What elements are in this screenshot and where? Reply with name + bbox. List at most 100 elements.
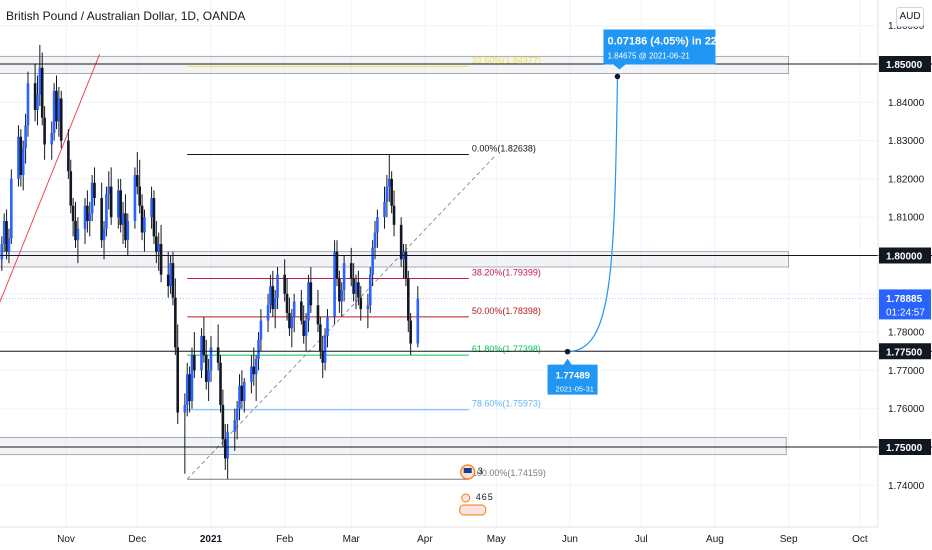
candle-body: [74, 221, 77, 241]
event-count-icon[interactable]: 6: [482, 492, 487, 502]
candle-body: [171, 263, 175, 298]
candle-body: [119, 190, 122, 225]
candle-body: [233, 420, 237, 432]
candle-body: [373, 232, 377, 248]
candle-body: [107, 186, 111, 195]
candle-body: [33, 83, 37, 110]
candle-body: [338, 278, 341, 302]
candle-body: [335, 251, 339, 279]
candle-body: [349, 263, 353, 279]
time-tick-label: Mar: [343, 534, 361, 545]
candle-body: [340, 289, 344, 302]
candle-body: [221, 404, 225, 440]
time-tick-label: Nov: [57, 534, 75, 545]
horizontal-lines-layer[interactable]: [0, 63, 932, 448]
candle-body: [283, 274, 286, 294]
candle-body: [185, 374, 189, 405]
support-resistance-zone[interactable]: [0, 437, 787, 456]
price-tick-label: 1.74000: [888, 481, 925, 492]
candle-body: [102, 228, 106, 241]
candle-body: [250, 366, 253, 382]
projection-start-point[interactable]: [564, 348, 571, 355]
projection-end-point[interactable]: [614, 73, 621, 80]
candle-body: [67, 140, 70, 172]
fib-level-label: 78.60%(1.75973): [472, 399, 541, 409]
events-layer[interactable]: 3 4 6 5: [459, 464, 493, 516]
projection-end-target: 1.84675 @ 2021-06-21: [607, 51, 690, 60]
projection-start-date: 2021-05-31: [556, 385, 594, 394]
candle-body: [383, 201, 386, 218]
current-price-countdown: 01:24:57: [886, 307, 925, 318]
projection-curve[interactable]: [567, 76, 619, 353]
event-count-icon[interactable]: 5: [488, 492, 493, 502]
candle-body: [5, 221, 8, 252]
candle-body: [138, 186, 141, 206]
projection-layer[interactable]: 1.77489 2021-05-31 0.07186 (4.05%) in 22d 1…: [547, 29, 724, 395]
candle-body: [240, 385, 244, 402]
projection-start-price: 1.77489: [556, 371, 590, 382]
currency-button[interactable]: AUD: [896, 7, 924, 27]
candle-body: [257, 339, 260, 359]
candle-body: [376, 217, 379, 233]
price-tick-label: 1.81000: [888, 213, 925, 224]
time-tick-label: Oct: [852, 534, 868, 545]
candle-body: [266, 305, 270, 321]
event-count-icon[interactable]: 4: [476, 492, 481, 502]
candle-body: [219, 362, 222, 405]
candle-body: [368, 274, 372, 306]
candle-body: [359, 297, 363, 310]
candle-body: [143, 217, 146, 233]
fib-level-label: 38.20%(1.79399): [472, 268, 541, 278]
candle-body: [0, 244, 4, 260]
candle-body: [273, 297, 277, 310]
trendline-layer[interactable]: [0, 54, 497, 480]
earnings-marker-icon[interactable]: [459, 504, 487, 516]
time-tick-label: Sep: [780, 534, 798, 545]
candle-body: [40, 67, 44, 118]
event-marker-dot[interactable]: [461, 493, 471, 503]
price-label-text: 1.75000: [886, 443, 923, 454]
candle-body: [209, 347, 213, 371]
support-resistance-zone[interactable]: [0, 251, 790, 268]
candle-body: [200, 335, 203, 371]
candle-body: [93, 182, 96, 199]
candle-body: [183, 404, 187, 413]
candle-body: [238, 385, 241, 409]
candle-body: [17, 136, 20, 179]
candle-body: [354, 282, 358, 294]
event-count-icon[interactable]: 3: [478, 466, 483, 476]
projection-end-callout[interactable]: [603, 29, 716, 70]
time-tick-label: Jul: [635, 534, 648, 545]
support-resistance-zone[interactable]: [0, 55, 790, 74]
candle-body: [71, 205, 75, 222]
candle-body: [385, 186, 389, 202]
candle-body: [366, 305, 370, 310]
candle-body: [50, 132, 54, 145]
candle-body: [69, 171, 73, 206]
price-label-text: 1.85000: [886, 60, 923, 71]
candle-body: [166, 274, 170, 287]
projection-start-callout[interactable]: [547, 358, 598, 395]
candle-body: [392, 205, 396, 225]
candle-body: [90, 182, 94, 214]
fibonacci-layer[interactable]: 0.00%(1.82638) 38.20%(1.79399) 50.00%(1.78…: [187, 55, 546, 480]
candle-body: [19, 136, 23, 176]
time-tick-label: Aug: [706, 534, 724, 545]
candle-body: [357, 282, 360, 298]
candle-body: [133, 175, 137, 222]
candle-body: [316, 305, 320, 325]
candle-body: [304, 320, 308, 336]
candle-body: [242, 381, 246, 402]
red-trendline[interactable]: [0, 54, 101, 302]
candle-body: [169, 263, 172, 287]
candle-body: [174, 297, 177, 348]
candle-body: [390, 178, 393, 206]
diagonal-trendline[interactable]: [186, 154, 497, 480]
candle-body: [399, 224, 403, 260]
candle-body: [55, 90, 58, 122]
price-tick-label: 1.84000: [888, 98, 925, 109]
candle-body: [109, 186, 113, 218]
candle-body: [155, 236, 158, 252]
